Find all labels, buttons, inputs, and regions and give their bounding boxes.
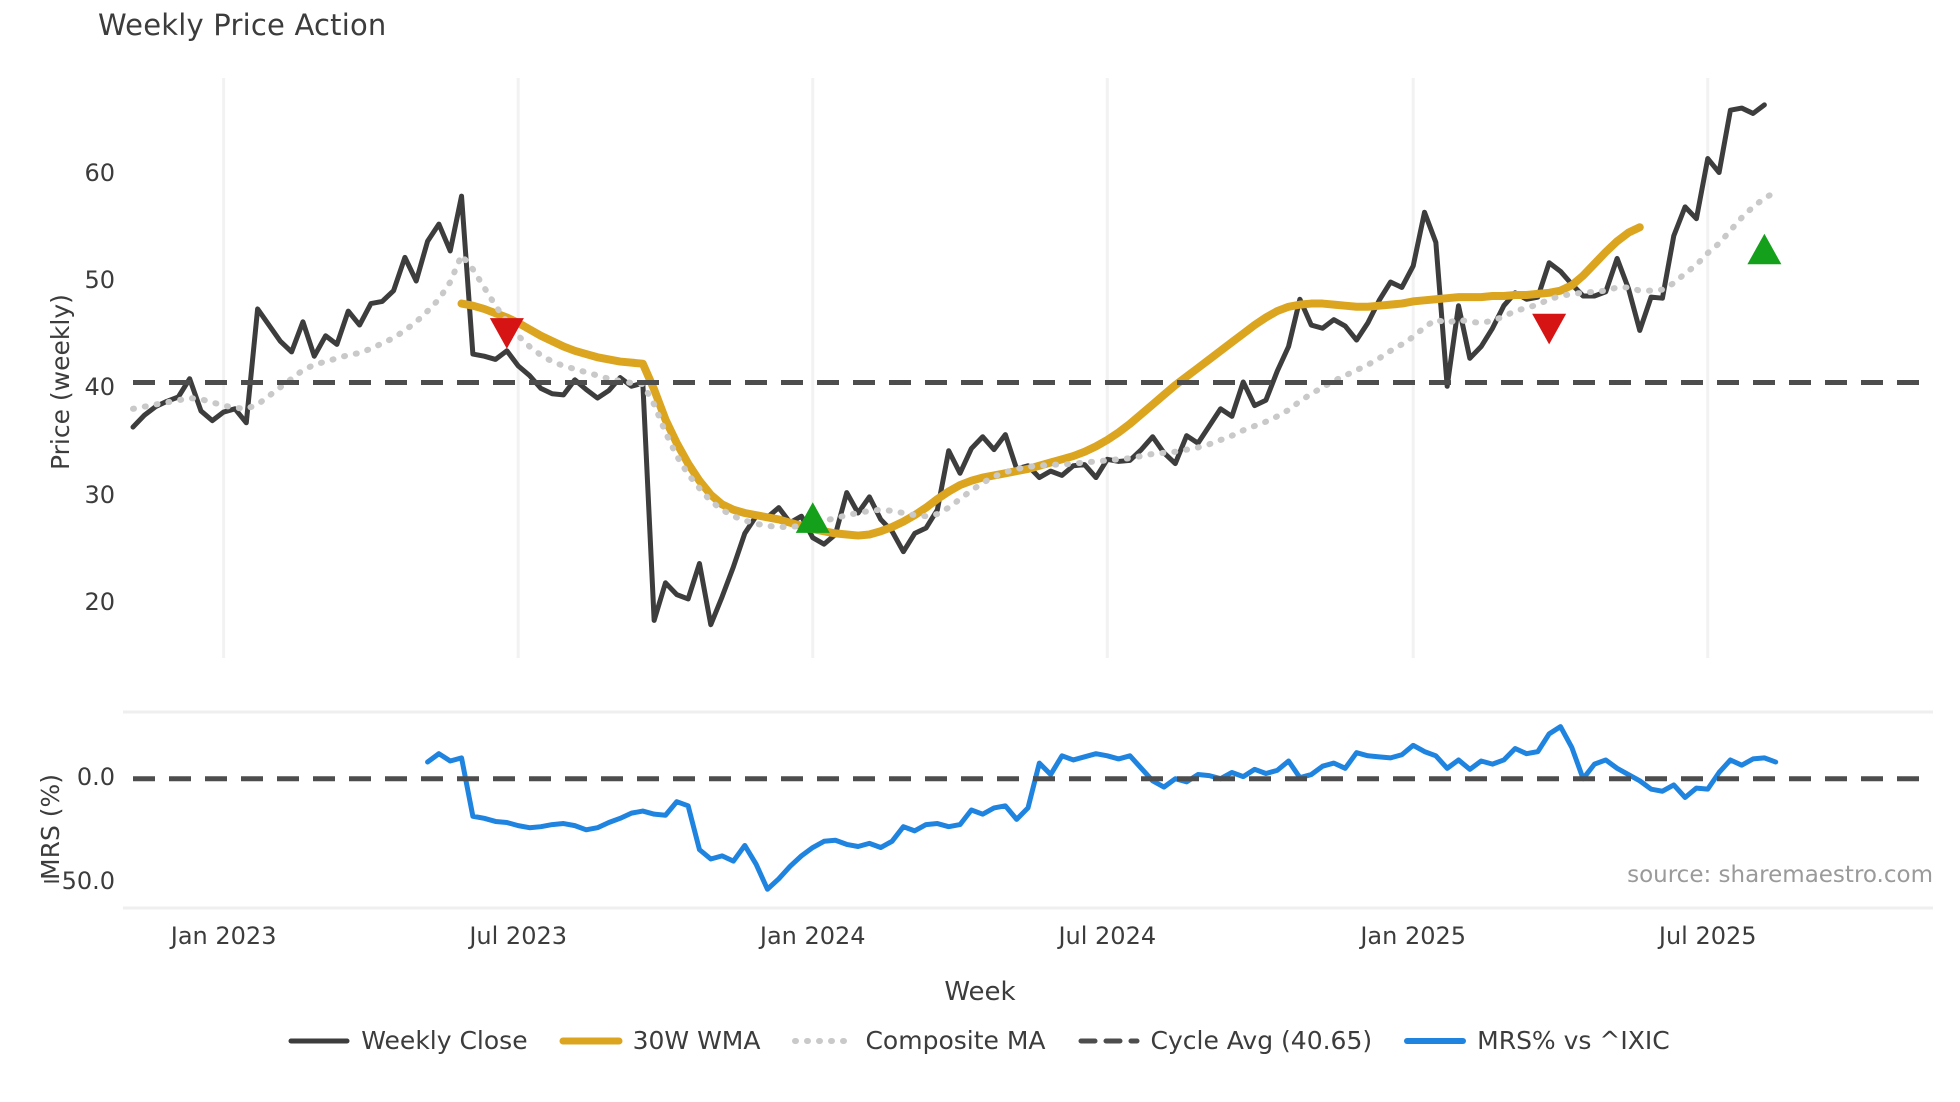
buy-signal-marker	[795, 502, 830, 533]
legend-swatch	[288, 1031, 350, 1051]
mrs-y-tick: −50.0	[41, 866, 115, 895]
series-line	[130, 188, 1779, 530]
legend-swatch	[792, 1031, 855, 1051]
x-tick: Jan 2023	[170, 922, 277, 950]
legend-item[interactable]: Weekly Close	[288, 1026, 528, 1055]
page-title: Weekly Price Action	[98, 8, 387, 42]
mrs-chart-panel	[123, 710, 1933, 910]
legend-label: Weekly Close	[361, 1026, 528, 1055]
price-y-tick: 40	[84, 373, 115, 402]
sell-signal-marker	[489, 318, 524, 349]
x-tick: Jan 2024	[759, 922, 866, 950]
x-tick: Jul 2025	[1658, 922, 1757, 950]
legend-swatch	[559, 1031, 623, 1051]
series-line	[130, 102, 1767, 628]
sell-signal-marker	[1532, 313, 1567, 345]
x-axis-label: Week	[944, 977, 1016, 1007]
series-line	[425, 724, 1779, 892]
legend-swatch	[1078, 1031, 1140, 1051]
legend-label: MRS% vs ^IXIC	[1477, 1026, 1670, 1055]
price-plot-area	[130, 78, 1923, 658]
buy-signal-marker	[1747, 233, 1782, 265]
price-y-tick: 60	[84, 158, 115, 187]
mrs-plot-area	[123, 710, 1933, 910]
legend-item[interactable]: 30W WMA	[559, 1026, 761, 1055]
chart-legend: Weekly Close 30W WMA Composite MA Cycle Avg…	[0, 1026, 1960, 1055]
source-watermark: source: sharemaestro.com	[1627, 862, 1933, 888]
legend-item[interactable]: Cycle Avg (40.65)	[1078, 1026, 1373, 1055]
x-tick: Jan 2025	[1360, 922, 1467, 950]
legend-label: Composite MA	[865, 1026, 1046, 1055]
legend-item[interactable]: MRS% vs ^IXIC	[1404, 1026, 1670, 1055]
price-y-tick: 50	[84, 266, 115, 295]
price-y-tick: 30	[84, 480, 115, 509]
x-tick: Jul 2024	[1058, 922, 1157, 950]
legend-item[interactable]: Composite MA	[792, 1026, 1046, 1055]
legend-label: 30W WMA	[632, 1026, 761, 1055]
x-tick: Jul 2023	[469, 922, 568, 950]
legend-swatch	[1404, 1031, 1467, 1051]
series-line	[457, 223, 1644, 540]
price-y-tick: 20	[84, 588, 115, 617]
legend-label: Cycle Avg (40.65)	[1150, 1026, 1373, 1055]
mrs-y-tick: 0.0	[76, 762, 115, 791]
price-chart-panel	[130, 78, 1923, 658]
